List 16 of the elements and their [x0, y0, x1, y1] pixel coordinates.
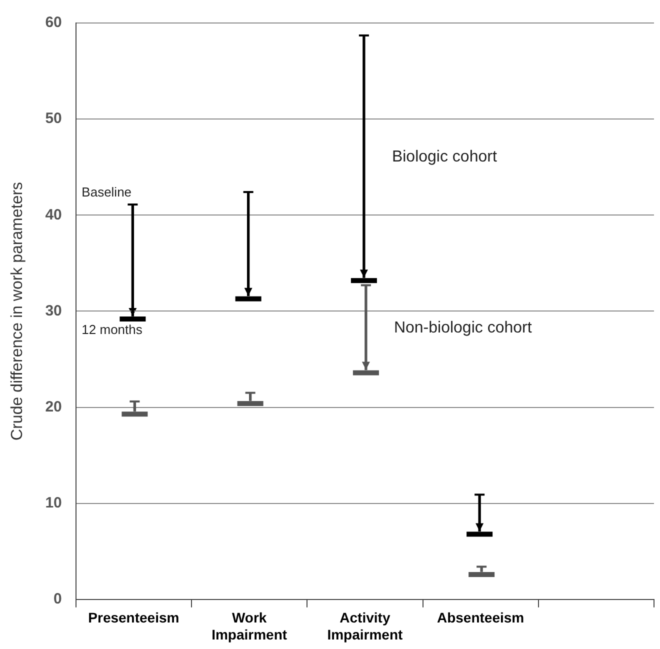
- annotation: Baseline: [82, 184, 132, 200]
- series-label: Non-biologic cohort: [394, 319, 532, 336]
- annotation: 12 months: [82, 322, 143, 338]
- y-tick-label: 40: [45, 206, 62, 224]
- y-tick-label: 10: [45, 494, 62, 512]
- y-tick-label: 50: [45, 110, 62, 128]
- y-tick-label: 30: [45, 302, 62, 320]
- x-tick-label: Absenteeism: [436, 610, 524, 626]
- y-tick-label: 20: [45, 398, 62, 416]
- y-axis-title: Crude difference in work parameters: [9, 182, 26, 440]
- x-tick-label: Activity Impairment: [327, 610, 404, 642]
- series-label: Biologic cohort: [392, 148, 498, 166]
- x-tick-label: Presenteeism: [88, 610, 180, 626]
- y-tick-label: 60: [45, 14, 62, 32]
- y-tick-label: 0: [54, 590, 62, 608]
- x-tick-label: Work Impairment: [212, 610, 288, 642]
